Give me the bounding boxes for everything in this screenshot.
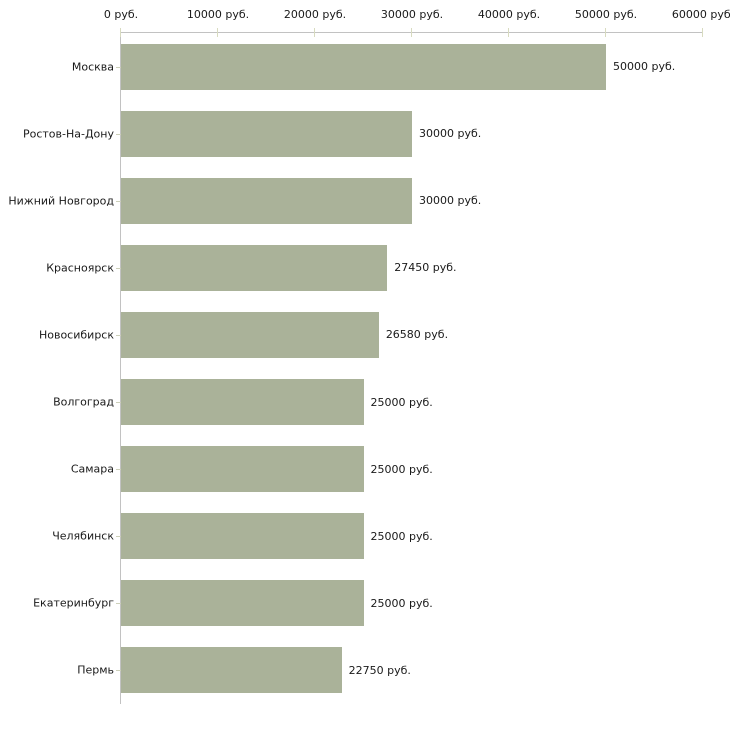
category-label: Красноярск <box>46 261 114 275</box>
bar <box>121 647 342 694</box>
bar <box>121 244 388 291</box>
bar <box>121 379 364 426</box>
value-label: 27450 руб. <box>394 261 457 275</box>
plot-area: 0 руб. 10000 руб. 20000 руб. 30000 руб. 4000… <box>8 8 730 704</box>
value-label: 25000 руб. <box>370 529 433 543</box>
category-label: Ростов-На-Дону <box>22 127 114 141</box>
bar-row: Челябинск 25000 руб. <box>52 503 703 570</box>
x-axis-tick <box>605 28 606 37</box>
y-axis-tick <box>116 133 121 135</box>
y-axis-tick <box>116 469 121 471</box>
x-axis-tick-label: 60000 руб. <box>671 8 730 21</box>
bar-row: Екатеринбург 25000 руб. <box>33 570 703 637</box>
bar-row: Нижний Новгород 30000 руб. <box>8 167 703 234</box>
y-axis-tick <box>116 66 121 68</box>
x-axis-tick <box>120 28 121 37</box>
value-label: 30000 руб. <box>419 127 482 141</box>
category-label: Самара <box>70 462 114 476</box>
value-label: 22750 руб. <box>348 663 411 677</box>
value-label: 26580 руб. <box>385 328 449 342</box>
y-axis-tick <box>116 603 121 605</box>
x-axis-tick <box>411 28 412 37</box>
x-axis-tick-label: 0 руб. <box>103 8 139 21</box>
x-axis-tick-label: 50000 руб. <box>574 8 638 21</box>
bar-row: Самара 25000 руб. <box>71 436 703 503</box>
category-label: Екатеринбург <box>33 596 114 610</box>
category-label: Новосибирск <box>38 328 114 342</box>
category-label: Нижний Новгород <box>8 194 114 208</box>
category-label: Волгоград <box>53 395 114 409</box>
bar-row: Волгоград 25000 руб. <box>53 368 703 435</box>
y-axis-tick <box>116 536 121 538</box>
value-label: 30000 руб. <box>419 194 482 208</box>
bar-row: Москва 50000 руб. <box>72 33 703 100</box>
x-axis-tick-label: 10000 руб. <box>186 8 250 21</box>
x-axis-tick <box>508 28 509 37</box>
x-axis-tick-label: 20000 руб. <box>283 8 347 21</box>
y-axis-tick <box>116 402 121 404</box>
bar <box>121 580 364 627</box>
x-axis-tick-label: 30000 руб. <box>380 8 444 21</box>
bar <box>121 110 412 157</box>
x-axis-tick <box>217 28 218 37</box>
x-axis-tick <box>314 28 315 37</box>
bar <box>121 177 412 224</box>
bar <box>121 43 606 90</box>
y-axis-tick <box>116 670 121 672</box>
bar <box>121 513 364 560</box>
bar-row: Ростов-На-Дону 30000 руб. <box>23 100 703 167</box>
value-label: 25000 руб. <box>370 395 433 409</box>
y-axis-tick <box>116 200 121 202</box>
bar-row: Пермь 22750 руб. <box>77 637 703 704</box>
value-label: 50000 руб. <box>613 60 676 74</box>
value-label: 25000 руб. <box>370 462 433 476</box>
x-axis-tick-label: 40000 руб. <box>477 8 541 21</box>
value-label: 25000 руб. <box>370 596 433 610</box>
y-axis-tick <box>116 267 121 269</box>
category-label: Москва <box>71 60 114 74</box>
category-label: Челябинск <box>52 529 114 543</box>
bar-row: Новосибирск 26580 руб. <box>39 301 703 368</box>
bar-row: Красноярск 27450 руб. <box>46 234 703 301</box>
bar <box>121 446 364 493</box>
category-label: Пермь <box>77 663 114 677</box>
y-axis-tick <box>116 334 121 336</box>
x-axis-tick <box>702 28 703 37</box>
bar <box>121 311 379 358</box>
